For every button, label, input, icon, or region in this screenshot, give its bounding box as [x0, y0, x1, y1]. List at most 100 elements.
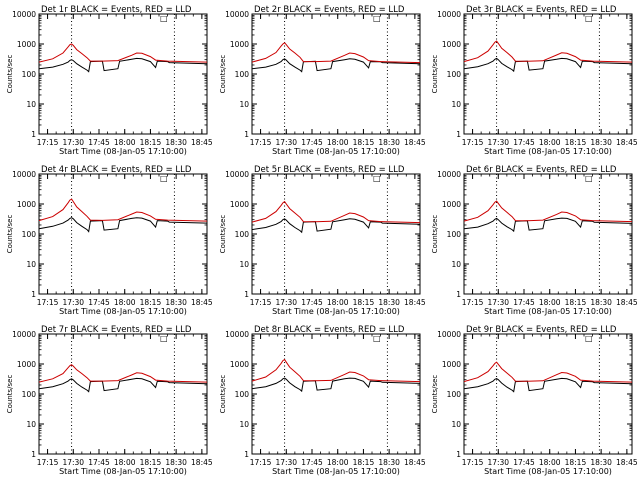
y-tick-label: 10000 — [225, 330, 249, 339]
y-tick-label: 10 — [451, 420, 461, 429]
x-tick-label: 18:45 — [616, 138, 638, 147]
legend-marker: □ — [585, 334, 593, 343]
x-tick-label: 18:30 — [378, 138, 400, 147]
chart-title: Det 2r BLACK = Events, RED = LLD — [254, 5, 405, 15]
x-tick-label: 17:30 — [62, 138, 84, 147]
legend-marker: □ — [373, 334, 381, 343]
series-line-events — [463, 57, 633, 73]
x-tick-label: 17:30 — [487, 458, 509, 467]
x-tick-label: 18:45 — [616, 458, 638, 467]
x-tick-label: 18:45 — [404, 138, 426, 147]
x-tick-label: 18:00 — [539, 138, 561, 147]
plot-frame — [463, 173, 633, 295]
y-tick-label: 10 — [26, 100, 36, 109]
series-line-lld — [251, 42, 421, 64]
plot-frame — [463, 333, 633, 455]
y-tick-label: 1000 — [230, 360, 249, 369]
x-tick-label: 18:30 — [165, 458, 187, 467]
chart-panel: Det 5r BLACK = Events, RED = LLD□ 1 10 100 1… — [219, 165, 426, 316]
y-tick-label: 1000 — [442, 40, 461, 49]
y-tick-label: 10 — [26, 260, 36, 269]
y-tick-label: 10000 — [437, 330, 461, 339]
chart-panel: Det 4r BLACK = Events, RED = LLD□ 1 10 100 1… — [6, 165, 213, 316]
x-axis-label: Start Time (08-Jan-05 17:10:00) — [59, 147, 187, 156]
y-tick-label: 1000 — [442, 360, 461, 369]
series-line-events — [463, 217, 633, 233]
x-tick-label: 18:30 — [378, 298, 400, 307]
plot-frame — [38, 173, 208, 295]
chart-panel: Det 7r BLACK = Events, RED = LLD□ 1 10 100 1… — [6, 325, 213, 476]
legend-marker: □ — [373, 14, 381, 23]
y-tick-label: 10000 — [225, 170, 249, 179]
chart-panel: Det 2r BLACK = Events, RED = LLD□ 1 10 100 1… — [219, 5, 426, 156]
x-tick-label: 18:15 — [353, 298, 375, 307]
x-tick-label: 18:45 — [404, 458, 426, 467]
chart-title: Det 5r BLACK = Events, RED = LLD — [254, 165, 405, 175]
x-tick-label: 17:15 — [462, 298, 484, 307]
y-tick-label: 1 — [244, 450, 249, 459]
x-tick-label: 18:45 — [191, 298, 213, 307]
x-tick-label: 17:15 — [37, 138, 59, 147]
x-tick-label: 17:45 — [513, 138, 535, 147]
x-tick-label: 17:45 — [88, 298, 110, 307]
y-tick-label: 1 — [244, 290, 249, 299]
chart-title: Det 6r BLACK = Events, RED = LLD — [466, 165, 617, 175]
x-axis-label: Start Time (08-Jan-05 17:10:00) — [272, 467, 400, 476]
y-tick-label: 1000 — [17, 40, 36, 49]
series-line-events — [251, 218, 421, 234]
chart-title: Det 3r BLACK = Events, RED = LLD — [466, 5, 617, 15]
plot-frame — [38, 13, 208, 135]
y-tick-label: 100 — [447, 230, 462, 239]
x-tick-label: 17:45 — [88, 138, 110, 147]
y-axis-label: Counts/sec — [219, 55, 227, 94]
y-axis-label: Counts/sec — [431, 55, 439, 94]
y-tick-label: 1000 — [17, 360, 36, 369]
y-tick-label: 10 — [26, 420, 36, 429]
chart-panel: Det 8r BLACK = Events, RED = LLD□ 1 10 100 1… — [219, 325, 426, 476]
x-tick-label: 18:15 — [140, 298, 162, 307]
y-tick-label: 1000 — [442, 200, 461, 209]
x-tick-label: 18:45 — [191, 138, 213, 147]
y-tick-label: 1 — [31, 130, 36, 139]
y-tick-label: 100 — [235, 390, 250, 399]
x-tick-label: 18:30 — [590, 138, 612, 147]
chart-title: Det 4r BLACK = Events, RED = LLD — [41, 165, 192, 175]
x-tick-label: 18:30 — [378, 458, 400, 467]
x-tick-label: 18:00 — [327, 298, 349, 307]
y-axis-label: Counts/sec — [6, 215, 14, 254]
x-tick-label: 18:00 — [114, 138, 136, 147]
legend-marker: □ — [160, 174, 168, 183]
legend-marker: □ — [160, 334, 168, 343]
x-tick-label: 17:30 — [275, 298, 297, 307]
x-tick-label: 18:00 — [539, 298, 561, 307]
x-tick-label: 17:45 — [301, 298, 323, 307]
chart-title: Det 9r BLACK = Events, RED = LLD — [466, 325, 617, 335]
x-tick-label: 18:45 — [616, 298, 638, 307]
y-tick-label: 100 — [447, 70, 462, 79]
y-tick-label: 100 — [22, 70, 37, 79]
y-tick-label: 1 — [244, 130, 249, 139]
chart-panel: Det 6r BLACK = Events, RED = LLD□ 1 10 100 1… — [431, 165, 638, 316]
series-line-lld — [251, 200, 421, 224]
chart-title: Det 8r BLACK = Events, RED = LLD — [254, 325, 405, 335]
series-line-events — [463, 377, 633, 393]
y-axis-label: Counts/sec — [6, 375, 14, 414]
x-tick-label: 17:45 — [301, 458, 323, 467]
x-tick-label: 17:45 — [513, 458, 535, 467]
series-line-lld — [38, 198, 208, 222]
x-tick-label: 17:15 — [37, 458, 59, 467]
x-tick-label: 18:00 — [114, 298, 136, 307]
x-tick-label: 18:15 — [140, 138, 162, 147]
series-line-lld — [463, 361, 633, 383]
x-tick-label: 18:30 — [165, 298, 187, 307]
chart-title: Det 7r BLACK = Events, RED = LLD — [41, 325, 192, 335]
x-tick-label: 18:30 — [590, 458, 612, 467]
y-tick-label: 10 — [239, 420, 249, 429]
legend-marker: □ — [585, 14, 593, 23]
x-axis-label: Start Time (08-Jan-05 17:10:00) — [59, 467, 187, 476]
x-tick-label: 17:30 — [275, 138, 297, 147]
x-tick-label: 17:15 — [250, 458, 272, 467]
series-line-lld — [463, 40, 633, 63]
series-line-events — [38, 377, 208, 393]
